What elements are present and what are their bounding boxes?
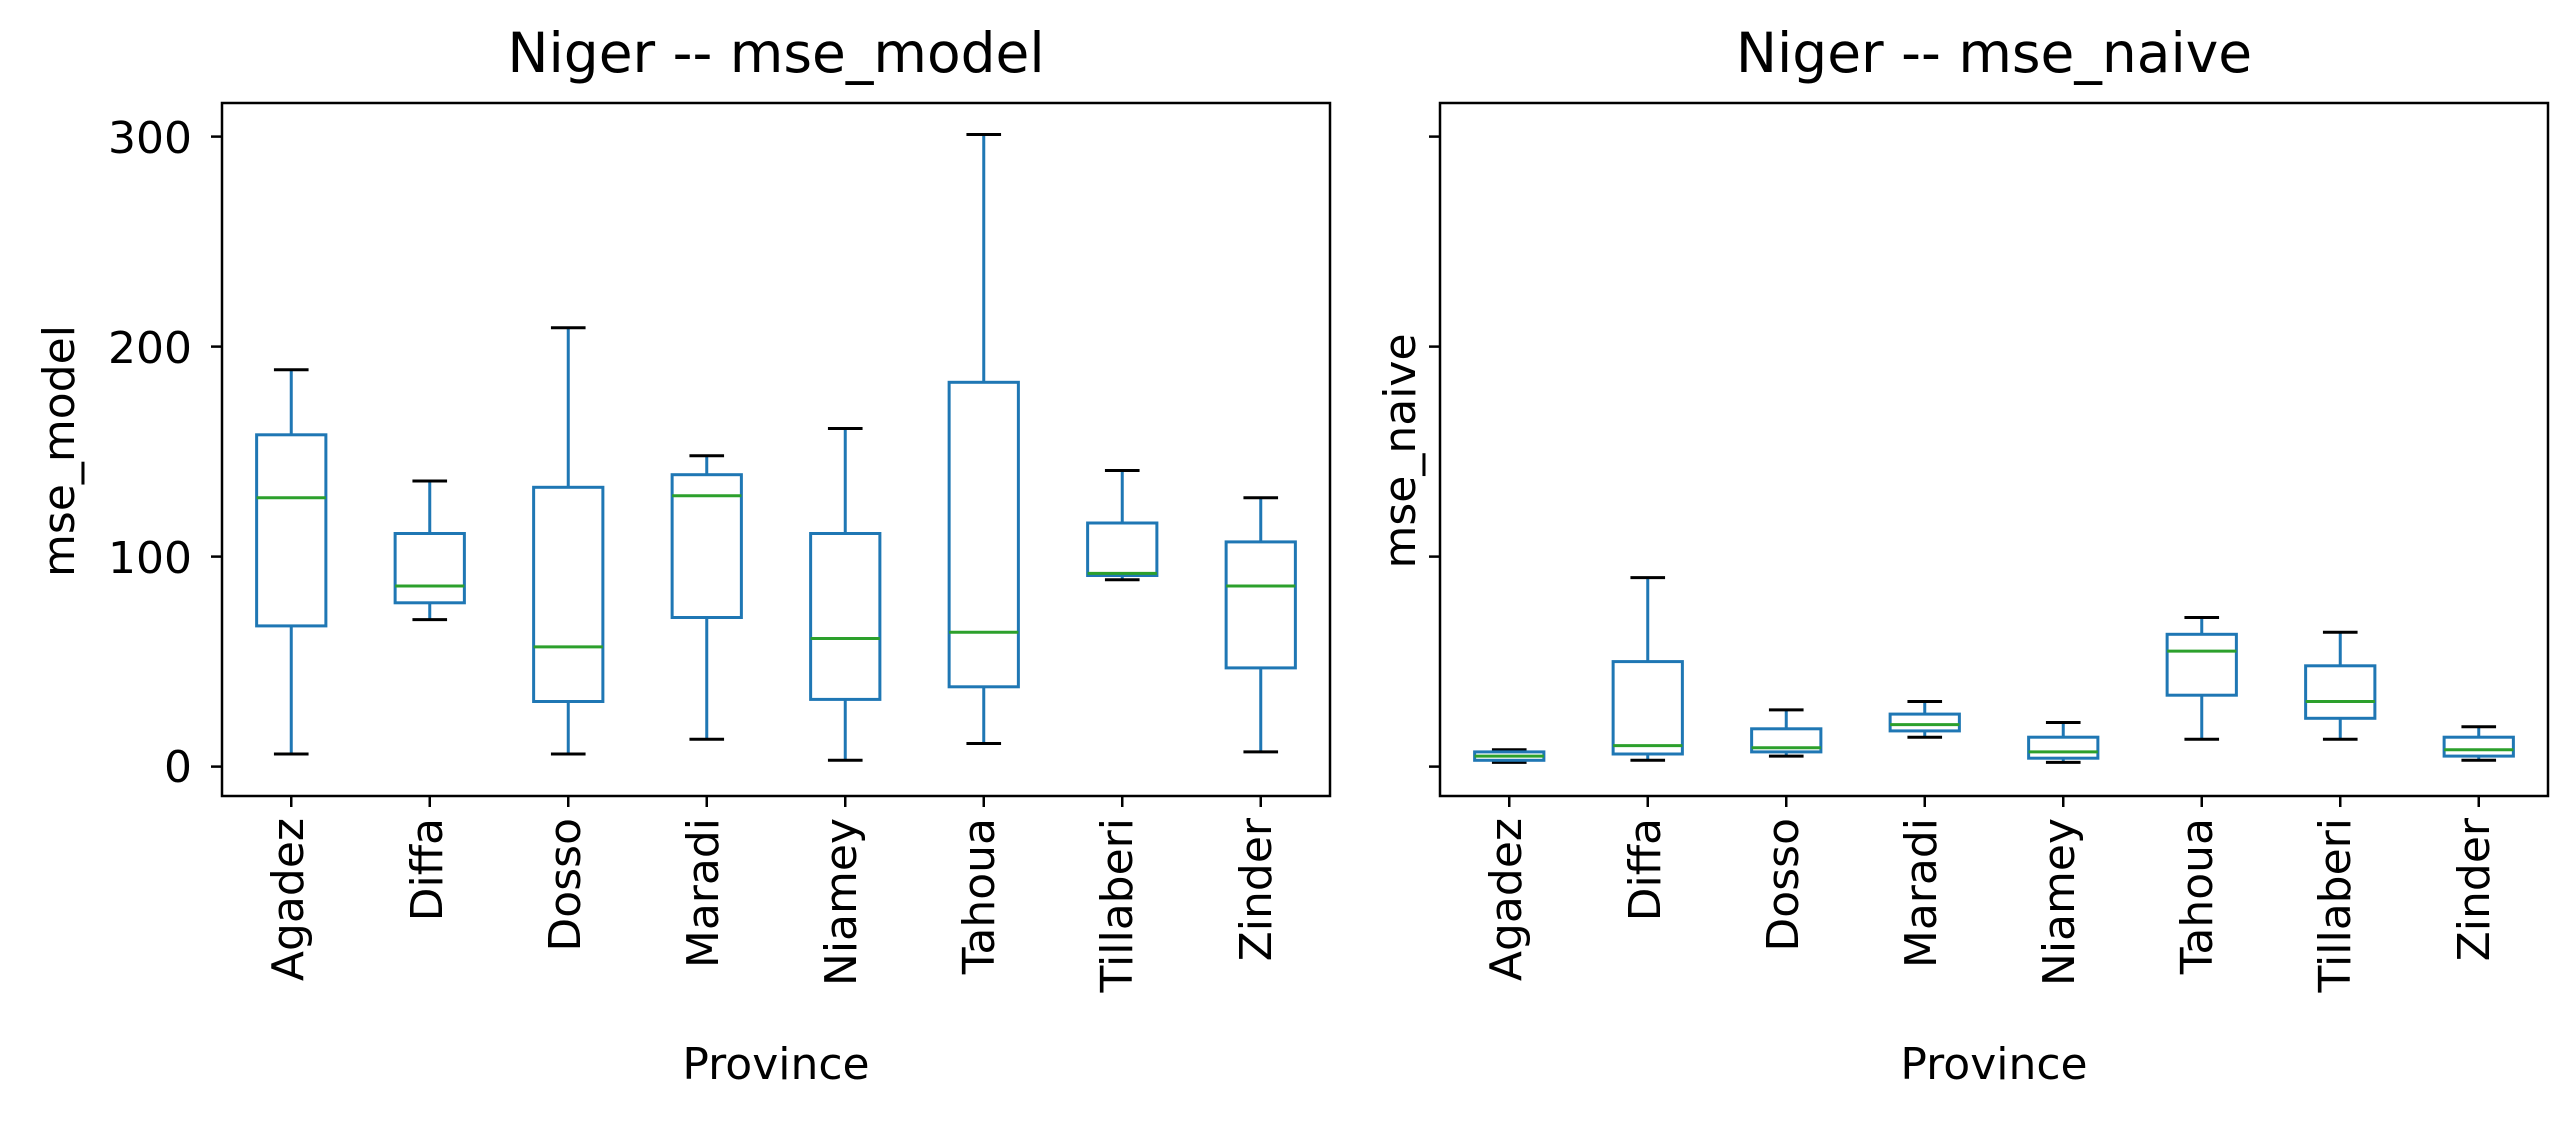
x-tick-label: Maradi [1896, 818, 1947, 968]
x-tick-label: Niamey [816, 818, 867, 986]
x-tick-label: Zinder [2449, 817, 2500, 961]
plot-area [1429, 101, 2550, 807]
x-tick-label: Agadez [1481, 818, 1532, 981]
box-body [1611, 660, 1684, 756]
y-axis-label: mse_model [34, 325, 85, 577]
box-body [947, 380, 1020, 689]
box-body [1750, 727, 1823, 754]
box-body [809, 532, 882, 701]
y-tick-label: 100 [108, 533, 192, 584]
box-diffa [393, 479, 466, 622]
x-tick-label: Tillaberi [1092, 818, 1143, 993]
x-tick-label: Dosso [1758, 818, 1809, 952]
box-tahoua [2165, 616, 2238, 741]
box-zinder [1224, 496, 1297, 754]
axes-frame [220, 101, 1332, 798]
box-body [255, 433, 328, 628]
box-body [1086, 521, 1159, 577]
box-body [2304, 664, 2377, 720]
plot-area [211, 101, 1332, 807]
box-body [1224, 540, 1297, 670]
box-niamey [809, 427, 882, 762]
y-tick-label: 0 [164, 742, 192, 793]
box-maradi [670, 454, 743, 741]
box-tillaberi [2304, 630, 2377, 741]
chart-title: Niger -- mse_model [507, 21, 1044, 85]
box-body [532, 485, 605, 703]
box-body [393, 532, 466, 605]
y-tick-label: 200 [108, 323, 192, 374]
x-tick-label: Tillaberi [2310, 818, 2361, 993]
box-body [2165, 632, 2238, 697]
box-body [2442, 735, 2515, 758]
box-dosso [1750, 708, 1823, 758]
box-niamey [2027, 721, 2100, 764]
x-tick-label: Maradi [678, 818, 729, 968]
x-axis-label: Province [1900, 1039, 2087, 1090]
box-body [1888, 712, 1961, 733]
x-tick-label: Agadez [263, 818, 314, 981]
axes-frame [1438, 101, 2550, 798]
box-dosso [532, 326, 605, 756]
box-diffa [1611, 576, 1684, 762]
box-maradi [1888, 700, 1961, 739]
box-tahoua [947, 133, 1020, 745]
box-body [670, 473, 743, 620]
panel-mse-naive: Niger -- mse_naive mse_naive Province Ag… [1375, 21, 2550, 1090]
x-tick-label: Diffa [402, 818, 453, 921]
box-agadez [255, 368, 328, 756]
box-tillaberi [1086, 469, 1159, 582]
box-body [2027, 735, 2100, 760]
x-tick-label: Tahoua [954, 818, 1005, 975]
x-axis-label: Province [682, 1039, 869, 1090]
y-axis-label: mse_naive [1375, 333, 1426, 568]
x-tick-label: Tahoua [2172, 818, 2223, 975]
box-agadez [1473, 748, 1546, 764]
x-tick-label: Diffa [1620, 818, 1671, 921]
x-tick-label: Niamey [2034, 818, 2085, 986]
x-tick-label: Dosso [540, 818, 591, 952]
y-tick-label: 300 [108, 113, 192, 164]
chart-title: Niger -- mse_naive [1736, 21, 2252, 85]
box-zinder [2442, 725, 2515, 762]
x-tick-label: Zinder [1231, 817, 1282, 961]
panel-mse-model: Niger -- mse_model mse_model Province 0 … [34, 21, 1332, 1090]
